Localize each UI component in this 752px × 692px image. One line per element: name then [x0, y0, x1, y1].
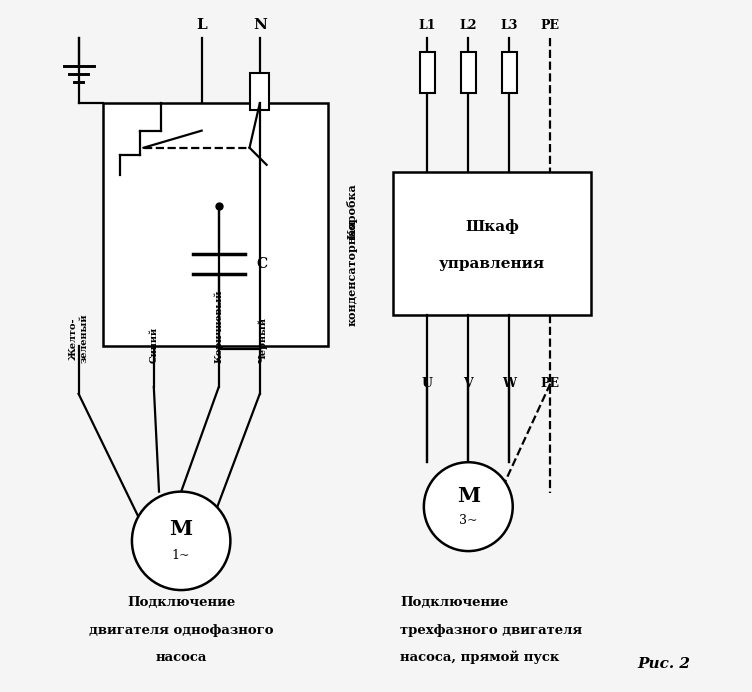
- Bar: [502, 52, 517, 93]
- Text: M: M: [456, 486, 480, 507]
- Text: управления: управления: [439, 257, 545, 271]
- Bar: [102, 103, 328, 346]
- Bar: [461, 52, 476, 93]
- Text: L1: L1: [419, 19, 436, 32]
- Text: Синий: Синий: [150, 327, 159, 363]
- Bar: [250, 73, 269, 110]
- Text: Подключение: Подключение: [400, 597, 508, 609]
- Text: трехфазного двигателя: трехфазного двигателя: [400, 623, 582, 637]
- Text: 1~: 1~: [172, 549, 190, 563]
- Text: N: N: [253, 17, 267, 32]
- Text: Рис. 2: Рис. 2: [638, 657, 690, 671]
- Bar: [393, 172, 591, 316]
- Text: L3: L3: [501, 19, 518, 32]
- Text: U: U: [422, 376, 432, 390]
- Text: M: M: [170, 518, 193, 538]
- Ellipse shape: [424, 462, 513, 551]
- Text: C: C: [256, 257, 268, 271]
- Text: Желто-
зеленый: Желто- зеленый: [69, 313, 88, 363]
- Text: Черный: Черный: [259, 317, 268, 363]
- Bar: [420, 52, 435, 93]
- Text: V: V: [463, 376, 473, 390]
- Text: L: L: [196, 17, 207, 32]
- Text: W: W: [502, 376, 517, 390]
- Text: L2: L2: [459, 19, 477, 32]
- Text: насоса, прямой пуск: насоса, прямой пуск: [400, 650, 559, 664]
- Text: Коробка: Коробка: [347, 183, 357, 239]
- Text: 3~: 3~: [459, 514, 478, 527]
- Text: PE: PE: [541, 376, 559, 390]
- Text: насоса: насоса: [156, 651, 207, 664]
- Ellipse shape: [132, 491, 230, 590]
- Text: Коричневый: Коричневый: [214, 290, 223, 363]
- Text: PE: PE: [541, 19, 559, 32]
- Text: Шкаф: Шкаф: [465, 219, 519, 234]
- Text: Подключение: Подключение: [127, 597, 235, 609]
- Text: двигателя однофазного: двигателя однофазного: [89, 623, 274, 637]
- Text: конденсаторная: конденсаторная: [347, 219, 357, 326]
